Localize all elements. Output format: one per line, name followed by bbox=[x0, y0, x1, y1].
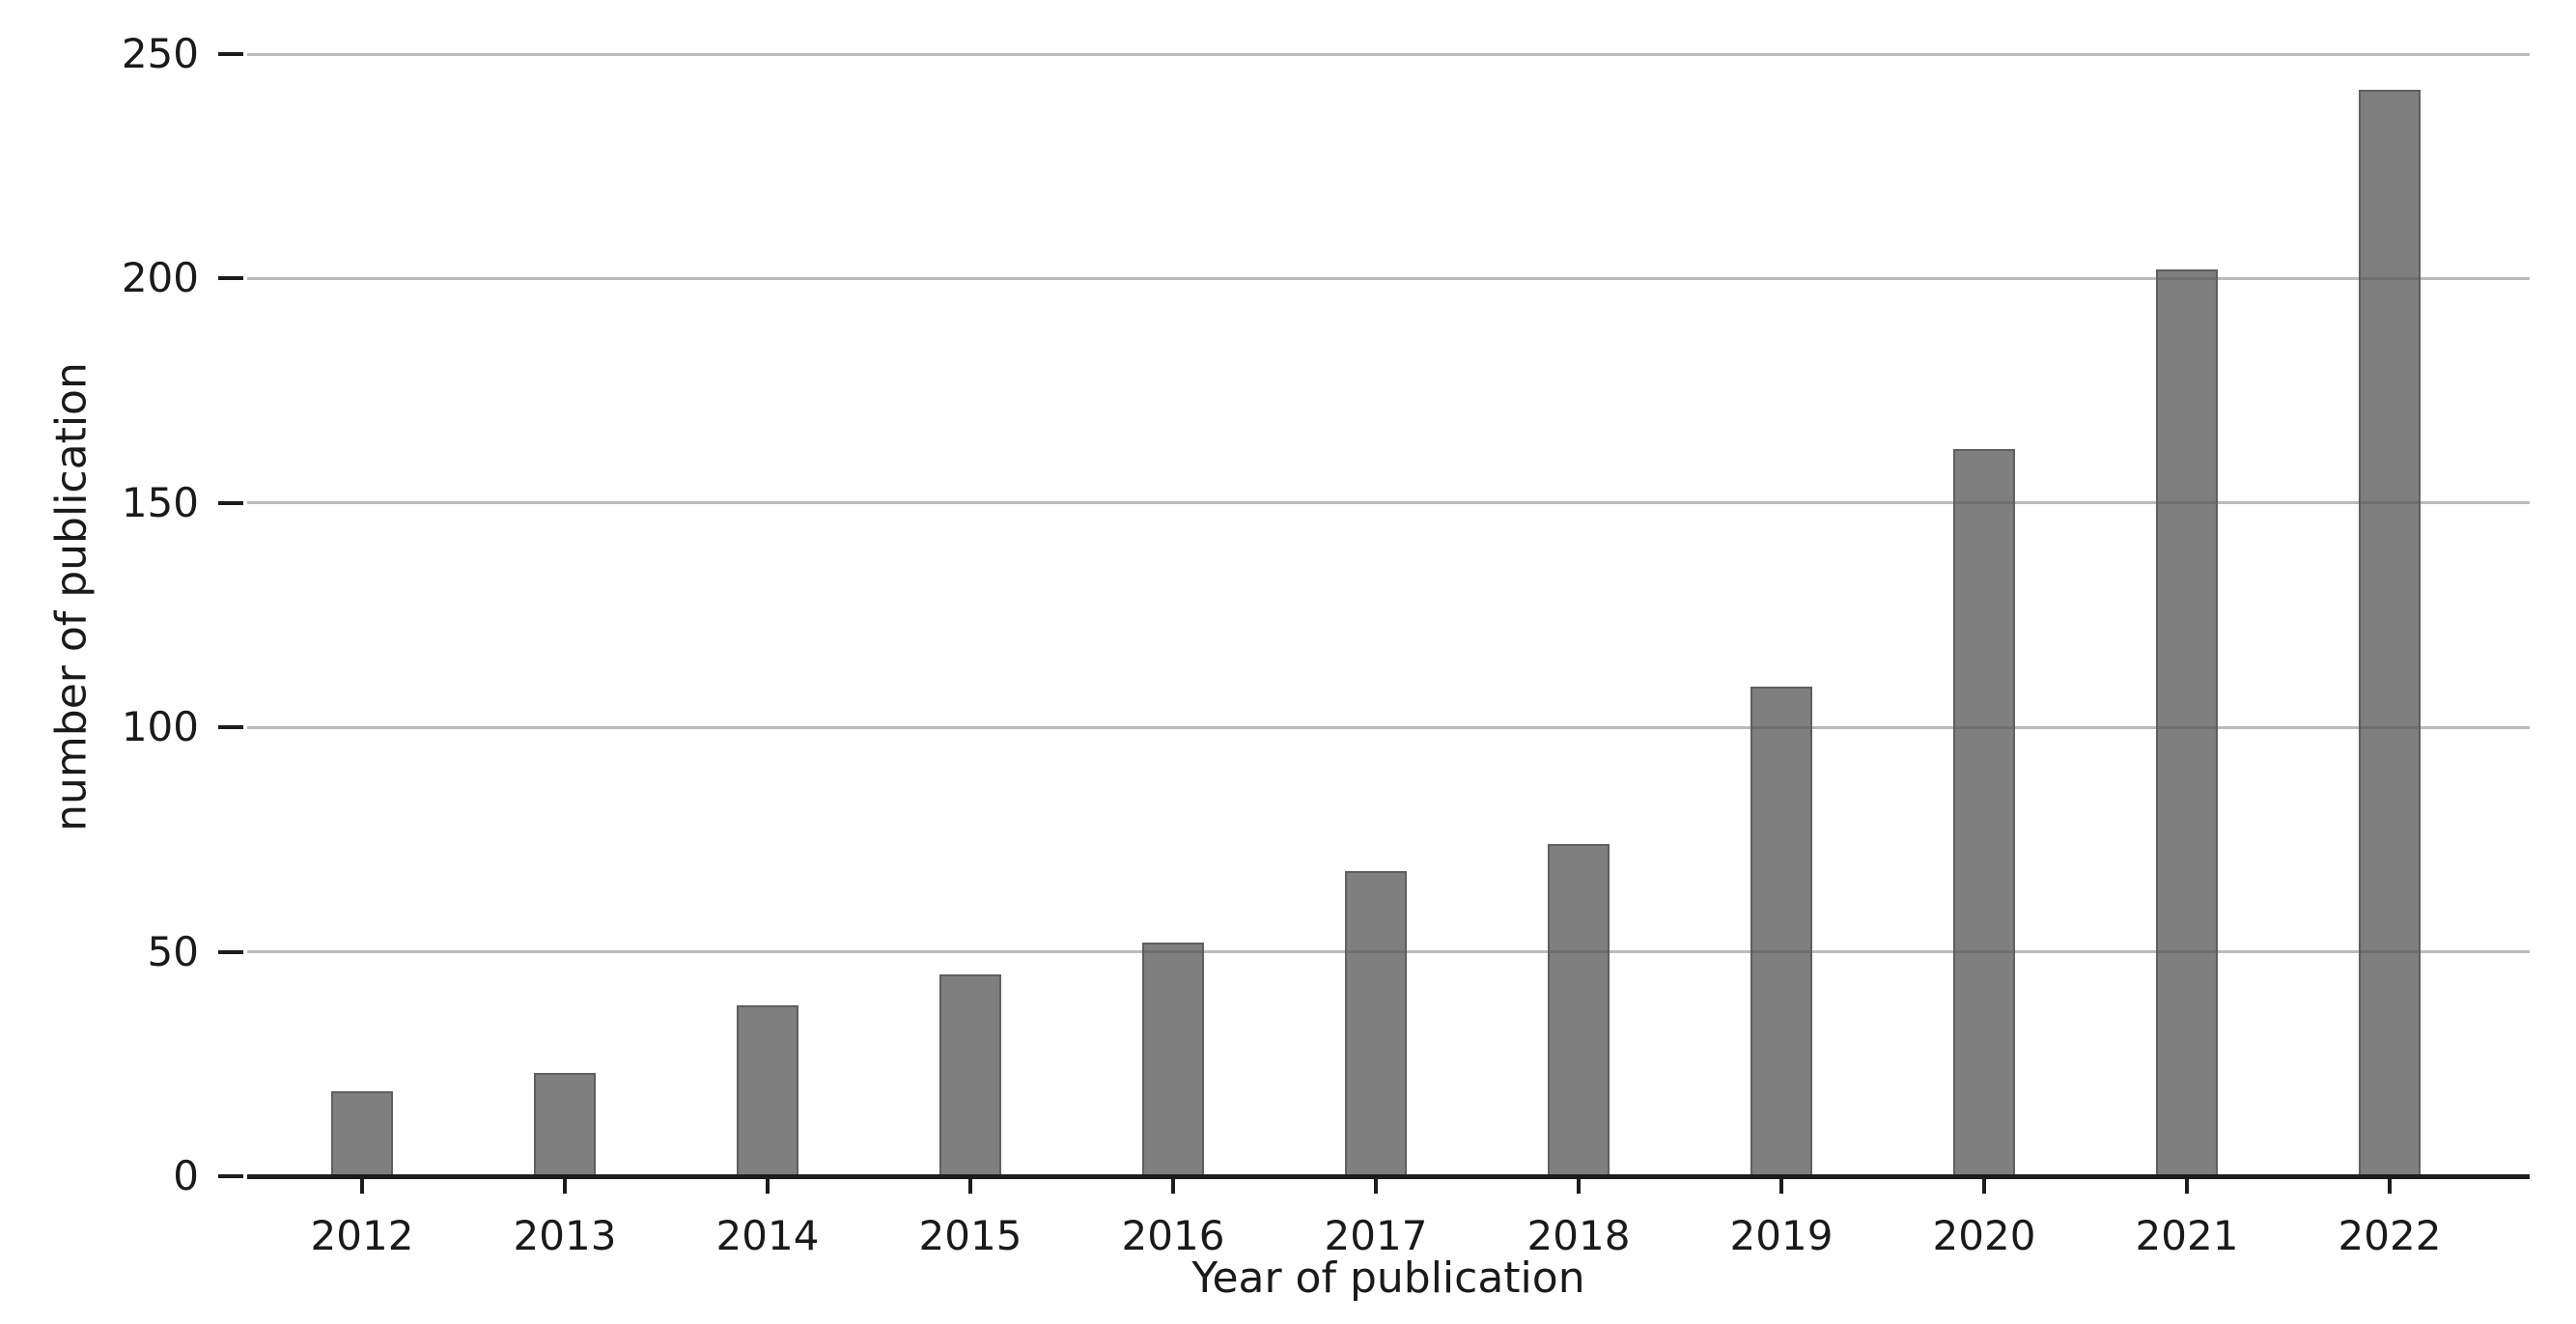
bar-2017 bbox=[1345, 870, 1407, 1176]
y-tick-label-0: 0 bbox=[173, 1152, 199, 1199]
x-tick-label-2022: 2022 bbox=[2338, 1212, 2442, 1259]
x-axis-line bbox=[247, 1174, 2530, 1179]
bar-2014 bbox=[737, 1005, 798, 1176]
y-tick-label-200: 200 bbox=[121, 254, 199, 302]
bar-2020 bbox=[1953, 449, 2015, 1176]
y-tick-250 bbox=[218, 52, 243, 56]
x-tick-label-2013: 2013 bbox=[513, 1212, 617, 1259]
y-tick-label-250: 250 bbox=[121, 30, 199, 77]
y-tick-100 bbox=[218, 725, 243, 730]
y-tick-label-100: 100 bbox=[121, 703, 199, 751]
x-tick-label-2016: 2016 bbox=[1121, 1212, 1225, 1259]
x-tick-2021 bbox=[2185, 1178, 2189, 1194]
x-tick-2019 bbox=[1779, 1178, 1783, 1194]
x-tick-2016 bbox=[1171, 1178, 1175, 1194]
gridline-250 bbox=[247, 52, 2530, 56]
bar-2012 bbox=[331, 1090, 393, 1176]
y-tick-150 bbox=[218, 500, 243, 505]
x-tick-2018 bbox=[1577, 1178, 1581, 1194]
bar-2019 bbox=[1750, 687, 1812, 1176]
x-tick-label-2021: 2021 bbox=[2135, 1212, 2239, 1259]
x-tick-2017 bbox=[1374, 1178, 1378, 1194]
x-tick-label-2012: 2012 bbox=[310, 1212, 414, 1259]
y-axis-label: number of publication bbox=[46, 362, 97, 831]
x-axis-label: Year of publication bbox=[1191, 1254, 1585, 1303]
bar-2016 bbox=[1142, 943, 1204, 1176]
x-tick-label-2020: 2020 bbox=[1932, 1212, 2036, 1259]
x-tick-2013 bbox=[563, 1178, 567, 1194]
x-tick-label-2017: 2017 bbox=[1324, 1212, 1428, 1259]
gridline-150 bbox=[247, 501, 2530, 505]
bar-2021 bbox=[2156, 269, 2218, 1176]
x-tick-2012 bbox=[360, 1178, 364, 1194]
bar-2022 bbox=[2359, 90, 2421, 1176]
bar-2018 bbox=[1548, 844, 1610, 1176]
x-tick-2020 bbox=[1982, 1178, 1986, 1194]
y-tick-label-150: 150 bbox=[121, 478, 199, 526]
y-tick-200 bbox=[218, 276, 243, 281]
y-tick-0 bbox=[218, 1174, 243, 1178]
x-tick-2022 bbox=[2388, 1178, 2392, 1194]
y-tick-50 bbox=[218, 949, 243, 954]
x-tick-2014 bbox=[766, 1178, 770, 1194]
x-tick-label-2018: 2018 bbox=[1526, 1212, 1631, 1259]
gridline-50 bbox=[247, 950, 2530, 954]
x-tick-label-2015: 2015 bbox=[918, 1212, 1022, 1259]
bar-2015 bbox=[939, 973, 1001, 1176]
x-tick-label-2014: 2014 bbox=[715, 1212, 820, 1259]
gridline-200 bbox=[247, 276, 2530, 280]
bar-2013 bbox=[534, 1073, 596, 1176]
x-tick-2015 bbox=[968, 1178, 972, 1194]
y-tick-label-50: 50 bbox=[147, 927, 199, 975]
gridline-100 bbox=[247, 725, 2530, 729]
x-tick-label-2019: 2019 bbox=[1729, 1212, 1834, 1259]
